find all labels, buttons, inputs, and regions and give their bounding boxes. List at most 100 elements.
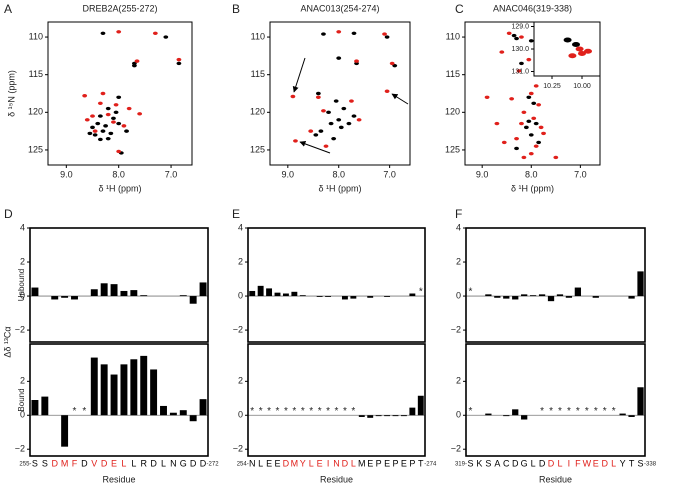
peak	[100, 91, 106, 96]
x-tick-label: 9.0	[60, 169, 73, 179]
peak	[519, 35, 524, 39]
x-tick-label: D	[150, 458, 157, 468]
value-label: *	[284, 406, 288, 417]
x-tick-label: S	[467, 458, 473, 468]
x-tick-label: N	[333, 458, 340, 468]
chart-title: ANAC013(254-274)	[300, 3, 379, 13]
peak	[315, 91, 321, 96]
bar	[409, 407, 416, 416]
x-tick-label: S	[485, 458, 491, 468]
peak	[531, 101, 537, 105]
panel-letter: F	[455, 207, 462, 221]
value-label: *	[549, 406, 553, 417]
bar	[299, 295, 306, 297]
y-axis-title: Δδ ¹³Cα	[2, 326, 12, 357]
peak	[351, 31, 357, 35]
bar	[199, 399, 207, 416]
bar	[409, 293, 416, 297]
plot-frame	[269, 21, 411, 166]
x-tick-label: 8.0	[112, 169, 125, 179]
x-tick-label: W	[583, 458, 592, 468]
value-label: *	[292, 406, 296, 417]
bar	[282, 293, 289, 297]
value-label: *	[326, 406, 330, 417]
y-tick-label: 115	[251, 69, 265, 79]
peak	[521, 110, 527, 115]
plot-frame	[247, 227, 426, 343]
x-tick-label: L	[351, 458, 356, 468]
peak	[346, 121, 352, 126]
peak	[105, 112, 111, 117]
bar	[110, 284, 118, 297]
bar	[61, 415, 69, 447]
bar	[485, 294, 492, 297]
peak	[572, 42, 580, 47]
x-tick-label: M	[358, 458, 366, 468]
value-label: *	[343, 406, 347, 417]
panel-letter: E	[232, 207, 240, 221]
bar	[503, 415, 510, 417]
peak	[176, 61, 182, 66]
value-label: *	[276, 406, 280, 417]
plot-frame	[47, 21, 193, 166]
x-tick-label: G	[521, 458, 528, 468]
bar	[316, 296, 323, 297]
x-tick-label: D	[101, 458, 108, 468]
value-label: *	[558, 406, 562, 417]
bar	[367, 296, 374, 298]
y-tick-label: −2	[451, 324, 461, 334]
peak	[124, 129, 129, 133]
x-tick-label: T	[629, 458, 635, 468]
bar	[199, 282, 207, 297]
value-label: *	[267, 406, 271, 417]
peak	[514, 146, 519, 151]
range-end-label: -272	[207, 462, 220, 468]
x-tick-label: 9.0	[476, 169, 489, 179]
peak	[584, 48, 592, 54]
peak	[501, 140, 507, 145]
plot-frame	[29, 343, 209, 457]
value-label: *	[567, 406, 571, 417]
x-tick-label: S	[32, 458, 38, 468]
x-tick-label: F	[72, 458, 78, 468]
x-tick-label: S	[42, 458, 48, 468]
peak	[521, 155, 527, 160]
peak	[526, 57, 532, 62]
value-label: *	[585, 406, 589, 417]
peak	[134, 59, 140, 63]
value-label: *	[576, 406, 580, 417]
bar	[392, 415, 399, 417]
bar	[169, 412, 177, 416]
bar	[592, 296, 599, 298]
x-tick-label: M	[61, 458, 69, 468]
x-tick-label: 8.0	[525, 169, 538, 179]
bar	[503, 296, 510, 299]
bar	[384, 296, 391, 297]
x-tick-label: G	[180, 458, 187, 468]
bar	[90, 289, 98, 297]
peak	[533, 144, 539, 148]
peak	[95, 121, 101, 126]
peak	[511, 33, 517, 38]
x-tick-label: D	[81, 458, 88, 468]
bar	[160, 405, 167, 416]
y-tick-label: 130.0	[511, 46, 529, 53]
peak	[568, 53, 577, 59]
bar	[547, 296, 555, 302]
bar	[574, 287, 582, 297]
x-tick-label: 10.00	[573, 83, 591, 90]
y-tick-label: 2	[20, 376, 25, 386]
value-label: *	[612, 406, 616, 417]
inset-background	[534, 22, 600, 76]
plot-frame	[464, 21, 601, 166]
value-label: *	[540, 406, 544, 417]
bar	[538, 294, 546, 297]
bar	[417, 395, 424, 416]
peak	[536, 103, 542, 107]
y-tick-label: 2	[238, 376, 243, 386]
y-tick-label: 129.0	[511, 23, 529, 30]
arrow	[299, 141, 331, 154]
peak	[506, 31, 512, 35]
bar	[249, 290, 256, 297]
x-tick-label: D	[548, 458, 555, 468]
